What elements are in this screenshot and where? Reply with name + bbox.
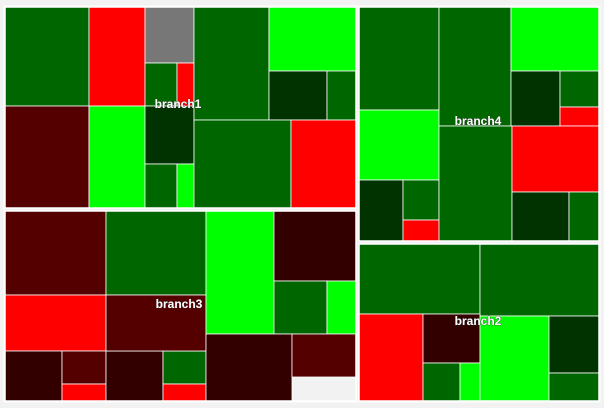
treemap-cell[interactable]	[162, 383, 207, 402]
treemap-cell[interactable]	[548, 372, 600, 402]
treemap-cell[interactable]	[358, 6, 440, 111]
treemap-cell[interactable]	[144, 163, 178, 209]
branch-branch4: branch4	[358, 6, 600, 242]
branch-branch3: branch3	[4, 210, 357, 402]
treemap-cell[interactable]	[326, 70, 357, 121]
treemap-cell[interactable]	[358, 243, 481, 315]
branch-outline	[4, 210, 357, 402]
branch-label: branch1	[155, 97, 202, 111]
branch-outline	[4, 6, 357, 209]
treemap-cell[interactable]	[4, 350, 63, 402]
treemap-cell[interactable]	[438, 6, 512, 127]
treemap-cell[interactable]	[358, 179, 404, 242]
branch-branch2: branch2	[358, 243, 600, 402]
treemap-cell[interactable]	[144, 62, 178, 107]
treemap-cell[interactable]	[402, 219, 440, 242]
treemap-cell[interactable]	[291, 333, 357, 378]
treemap-cell[interactable]	[510, 6, 600, 72]
treemap-cell[interactable]	[422, 313, 481, 364]
treemap-cell[interactable]	[88, 105, 146, 209]
treemap-cell[interactable]	[4, 6, 90, 107]
treemap-cell[interactable]	[510, 70, 561, 127]
treemap-cell[interactable]	[4, 210, 107, 296]
branch-branch1: branch1	[4, 6, 357, 209]
chart-frame	[3, 5, 601, 403]
treemap-cell[interactable]	[358, 313, 424, 402]
treemap-cell[interactable]	[105, 210, 207, 296]
treemap-cell[interactable]	[511, 191, 570, 242]
treemap-cell[interactable]	[268, 6, 357, 72]
treemap-cell[interactable]	[459, 362, 481, 402]
treemap-cell[interactable]	[61, 383, 107, 402]
treemap-cell[interactable]	[273, 210, 357, 282]
treemap-cell[interactable]	[326, 280, 357, 335]
treemap-cell[interactable]	[88, 6, 146, 107]
treemap-cell[interactable]	[273, 280, 328, 335]
treemap-cell[interactable]	[162, 350, 207, 385]
treemap-cell[interactable]	[511, 125, 600, 193]
treemap-cell[interactable]	[402, 179, 440, 221]
treemap-cell[interactable]	[438, 125, 513, 242]
treemap-cell[interactable]	[568, 191, 600, 242]
treemap-cell[interactable]	[205, 333, 293, 402]
treemap-cell[interactable]	[205, 210, 275, 335]
treemap-cell[interactable]	[559, 106, 600, 127]
treemap-cell[interactable]	[268, 70, 328, 121]
treemap-cell[interactable]	[479, 243, 600, 317]
treemap-cell[interactable]	[61, 350, 107, 385]
treemap-cell[interactable]	[548, 315, 600, 374]
treemap-cell[interactable]	[4, 105, 90, 209]
treemap-cell[interactable]	[422, 362, 461, 402]
treemap-cell[interactable]	[358, 109, 440, 181]
treemap-cell[interactable]	[144, 105, 195, 165]
treemap-cell[interactable]	[144, 6, 195, 64]
branch-label: branch3	[156, 297, 203, 311]
treemap-cell[interactable]	[4, 294, 107, 352]
branch-outline	[358, 243, 600, 402]
treemap-cell[interactable]	[479, 315, 550, 402]
treemap-cell[interactable]	[176, 163, 195, 209]
treemap-cell[interactable]	[193, 119, 292, 209]
treemap-cell[interactable]	[193, 6, 270, 121]
treemap-cell[interactable]	[105, 350, 164, 402]
branch-label: branch4	[455, 114, 502, 128]
branch-label: branch2	[455, 314, 502, 328]
treemap-cell[interactable]	[290, 119, 357, 209]
treemap-cell[interactable]	[559, 70, 600, 108]
branch-outline	[358, 6, 600, 242]
